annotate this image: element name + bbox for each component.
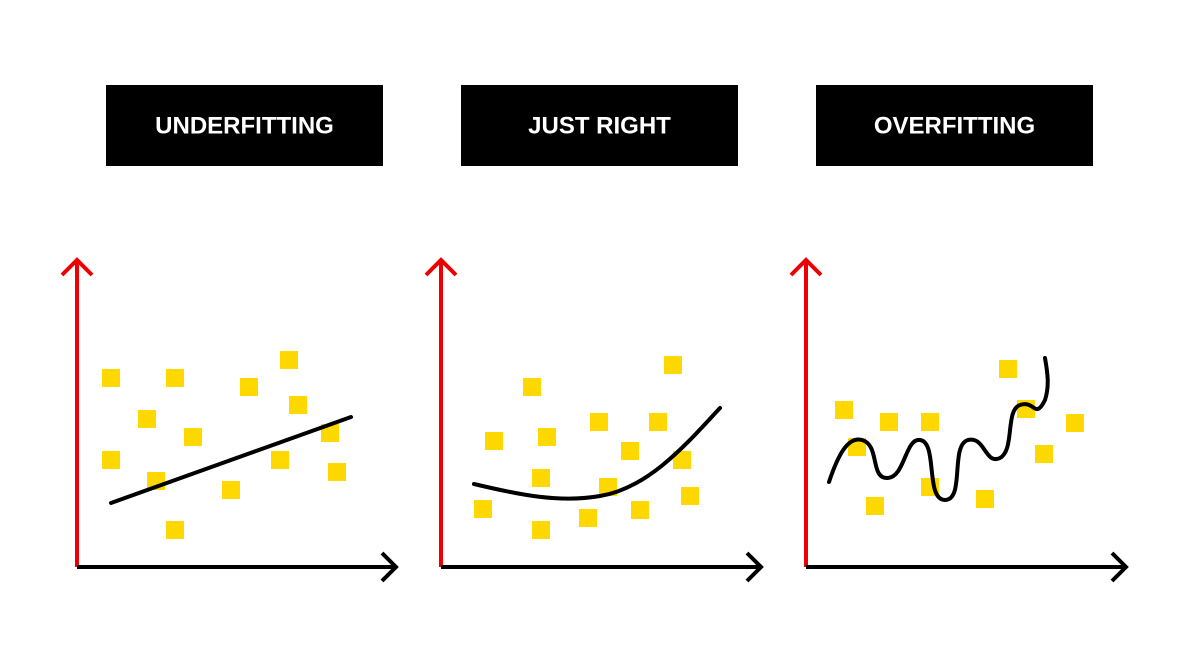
x-axis (441, 551, 764, 583)
point (835, 401, 853, 419)
fit-line (109, 415, 353, 505)
panel-title: OVERFITTING (874, 112, 1035, 139)
point (222, 481, 240, 499)
point (538, 428, 556, 446)
fit-curve (827, 356, 1050, 503)
point (532, 469, 550, 487)
title-box (461, 85, 738, 166)
point (579, 509, 597, 527)
panel: UNDERFITTING (60, 85, 399, 583)
point (866, 497, 884, 515)
point (590, 413, 608, 431)
point (102, 369, 120, 387)
point (485, 432, 503, 450)
point (240, 378, 258, 396)
point (681, 487, 699, 505)
point (474, 500, 492, 518)
point (1035, 445, 1053, 463)
point (328, 463, 346, 481)
point (999, 360, 1017, 378)
point (271, 451, 289, 469)
point (1066, 414, 1084, 432)
point (532, 521, 550, 539)
point (673, 451, 691, 469)
points (835, 360, 1084, 515)
point (166, 369, 184, 387)
title-box (106, 85, 383, 166)
point (184, 428, 202, 446)
point (102, 451, 120, 469)
point (138, 410, 156, 428)
panel: JUST RIGHT (424, 85, 764, 583)
point (321, 424, 339, 442)
x-axis (806, 551, 1129, 583)
point (289, 396, 307, 414)
point (921, 413, 939, 431)
panel-title: JUST RIGHT (528, 112, 671, 139)
panel: OVERFITTING (789, 85, 1129, 583)
point (664, 356, 682, 374)
point (523, 378, 541, 396)
y-axis (789, 257, 823, 567)
y-axis (424, 257, 458, 567)
point (880, 413, 898, 431)
panel-title: UNDERFITTING (155, 112, 334, 139)
points (474, 356, 699, 539)
x-axis (77, 551, 399, 583)
point (280, 351, 298, 369)
points (102, 351, 346, 539)
point (621, 442, 639, 460)
title-box (816, 85, 1093, 166)
y-axis (60, 257, 94, 567)
fit-curve (472, 406, 722, 501)
point (631, 501, 649, 519)
point (649, 413, 667, 431)
point (976, 490, 994, 508)
point (166, 521, 184, 539)
